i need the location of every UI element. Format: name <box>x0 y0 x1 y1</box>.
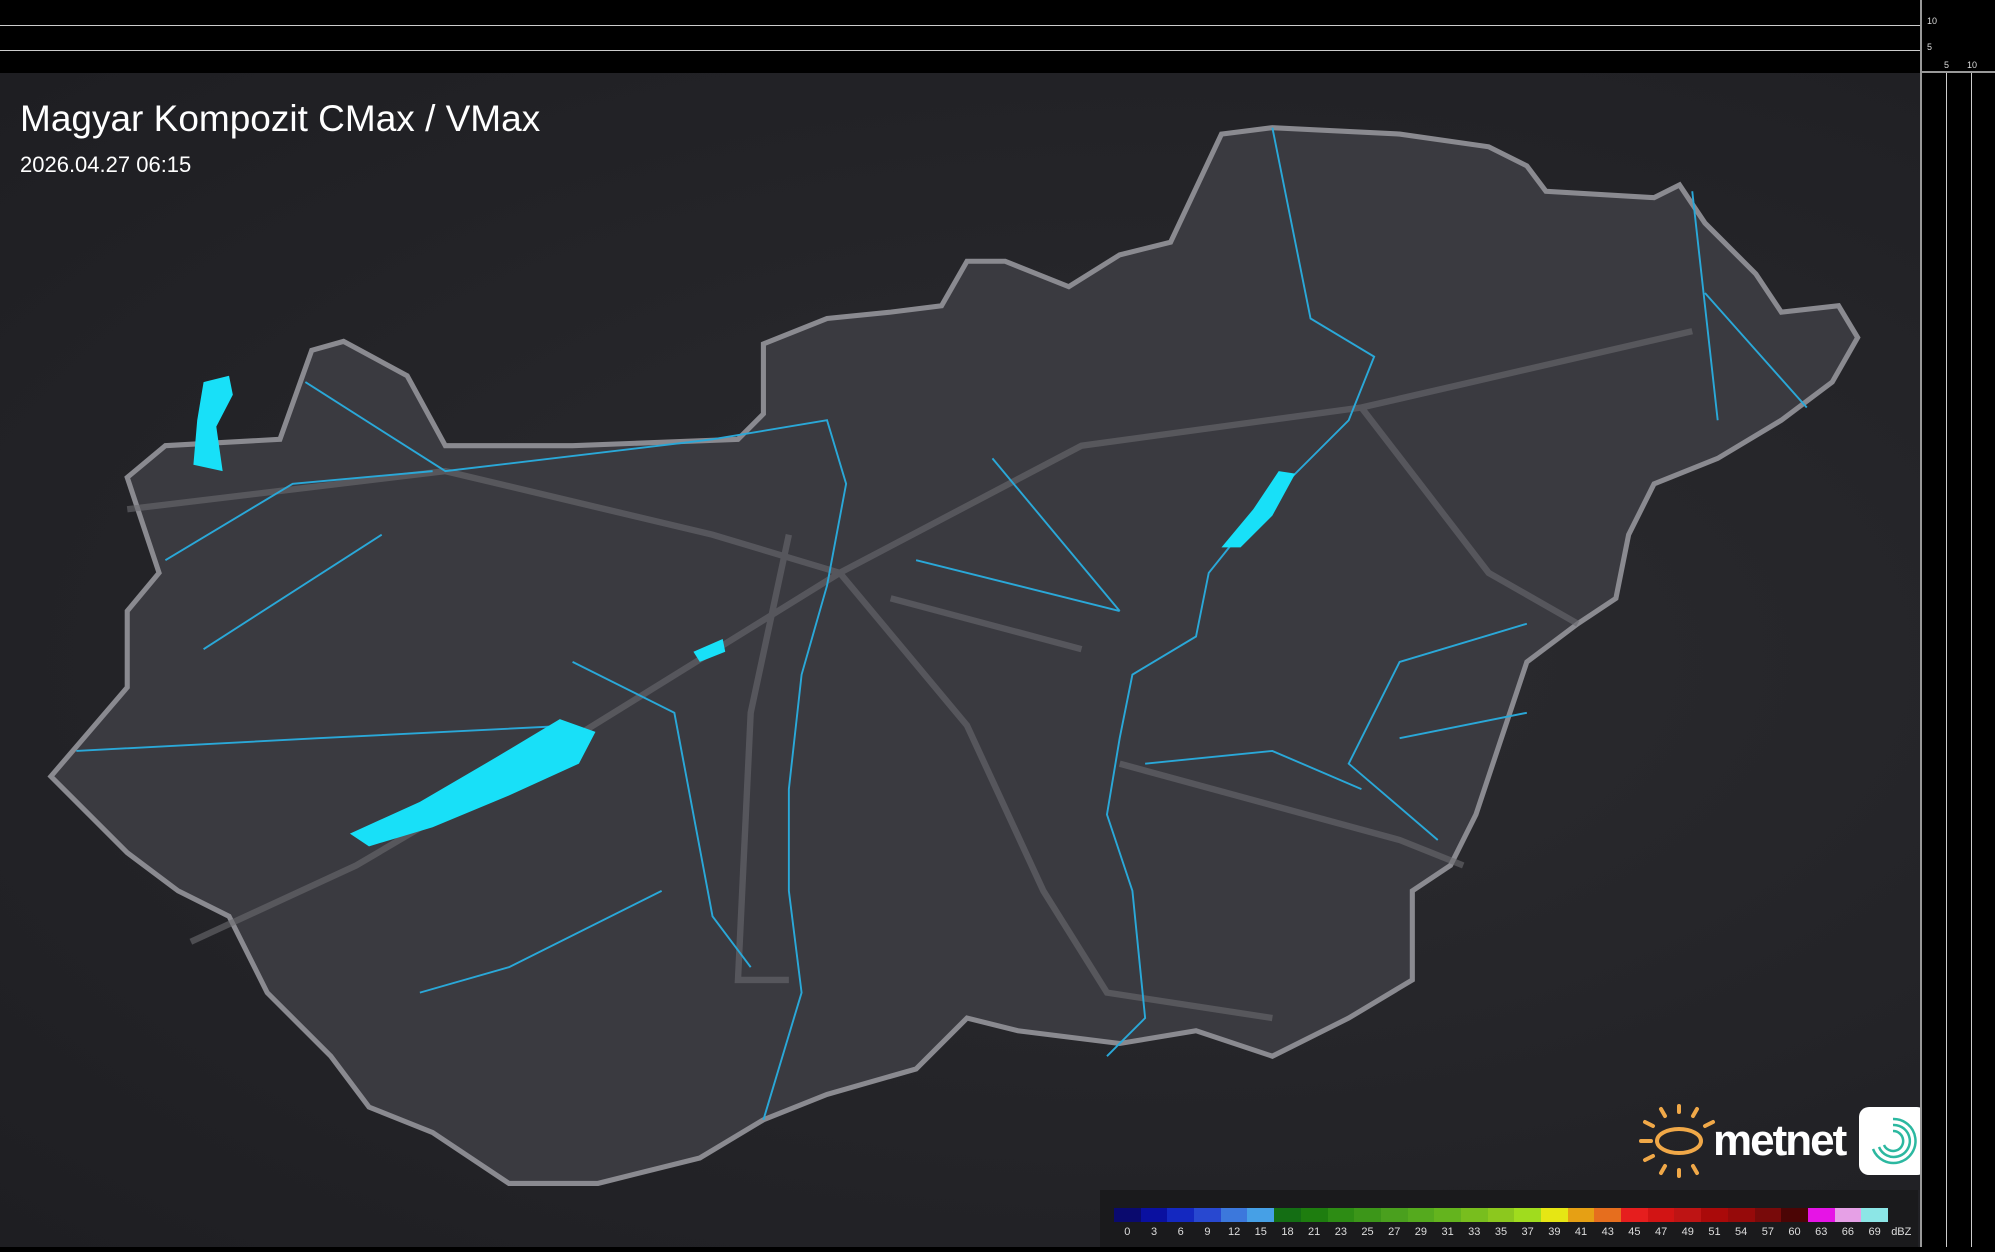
legend-label: 35 <box>1494 1226 1508 1238</box>
legend-swatch <box>1727 1208 1755 1222</box>
app-icon[interactable] <box>1859 1107 1928 1175</box>
scale-vline-10 <box>1971 73 1972 1247</box>
scale-line-5 <box>0 50 1920 51</box>
legend-swatch <box>1701 1208 1728 1222</box>
hungary-map-svg <box>47 125 1861 1186</box>
spiral-icon <box>1872 1117 1917 1165</box>
legend-swatch <box>1434 1208 1461 1222</box>
legend-swatch <box>1247 1208 1275 1222</box>
legend-label: 15 <box>1254 1226 1267 1238</box>
lake-tisza <box>1221 471 1296 548</box>
tick-h-10: 10 <box>1967 60 1978 70</box>
legend-swatch <box>1594 1208 1622 1222</box>
legend-swatch <box>1754 1208 1782 1222</box>
metnet-logo[interactable]: metnet <box>1637 1103 1928 1179</box>
legend-swatch <box>1167 1208 1195 1222</box>
tick-v-5: 5 <box>1927 42 1933 52</box>
legend-swatch <box>1487 1208 1515 1222</box>
lake-ferto <box>193 375 233 472</box>
legend-label: 21 <box>1308 1226 1321 1238</box>
tick-v-10: 10 <box>1927 16 1938 26</box>
legend-label: 43 <box>1601 1226 1614 1238</box>
legend-swatch <box>1380 1208 1408 1222</box>
legend-label: 31 <box>1441 1226 1454 1238</box>
tick-h-5: 5 <box>1944 60 1950 70</box>
legend-label: 47 <box>1654 1226 1668 1238</box>
legend-swatch <box>1807 1208 1835 1222</box>
legend-swatch <box>1567 1208 1595 1222</box>
legend-label: 39 <box>1548 1226 1561 1238</box>
legend-swatch <box>1220 1208 1248 1222</box>
legend-swatch <box>1781 1208 1808 1222</box>
legend-swatch <box>1514 1208 1541 1222</box>
scale-vline-5 <box>1946 73 1947 1247</box>
legend-label: 51 <box>1708 1226 1721 1238</box>
map-timestamp: 2026.04.27 06:15 <box>20 152 192 177</box>
legend-label: 0 <box>1124 1226 1131 1238</box>
dbz-legend: 0 3 6 9 12 15 18 21 23 25 27 29 31 33 35 37 39 41 43 45 47 49… <box>1100 1190 1918 1247</box>
map-title: Magyar Kompozit CMax / VMax <box>20 98 541 139</box>
legend-label: 25 <box>1361 1226 1374 1238</box>
legend-swatch <box>1674 1208 1702 1222</box>
legend-label: 9 <box>1204 1226 1211 1238</box>
legend-label: 63 <box>1815 1226 1828 1238</box>
legend-swatch <box>1274 1208 1301 1222</box>
legend-label: 66 <box>1841 1226 1855 1238</box>
legend-label: 49 <box>1681 1226 1694 1238</box>
legend-label: 3 <box>1150 1226 1158 1238</box>
right-scale-bar: 10 5 5 10 <box>1920 0 1995 1247</box>
legend-label: 12 <box>1227 1226 1241 1238</box>
legend-label: 29 <box>1414 1226 1428 1238</box>
legend-swatch <box>1140 1208 1168 1222</box>
legend-label: 41 <box>1574 1226 1588 1238</box>
lake-velence <box>693 639 726 662</box>
legend-swatch <box>1861 1208 1888 1222</box>
legend-labels: 0 3 6 9 12 15 18 21 23 25 27 29 31 33 35 37 39 41 43 45 47 49… <box>1114 1226 1915 1239</box>
scale-line-10 <box>0 25 1920 26</box>
legend-swatch <box>1327 1208 1355 1222</box>
legend-unit: dBZ <box>1891 1226 1912 1238</box>
legend-swatches <box>1114 1208 1888 1222</box>
legend-swatch <box>1647 1208 1675 1222</box>
lake-balaton <box>349 719 596 847</box>
legend-label: 54 <box>1735 1226 1748 1238</box>
hungary-outline <box>47 125 1861 1186</box>
legend-swatch <box>1300 1208 1328 1222</box>
scale-divider <box>1922 71 1995 73</box>
top-scale-bar <box>0 0 1920 73</box>
legend-swatch <box>1834 1208 1862 1222</box>
legend-label: 18 <box>1281 1226 1294 1238</box>
legend-swatch <box>1621 1208 1648 1222</box>
legend-swatch <box>1541 1208 1568 1222</box>
lakes <box>193 375 1296 847</box>
legend-label: 23 <box>1334 1226 1347 1238</box>
legend-label: 27 <box>1388 1226 1401 1238</box>
legend-label: 33 <box>1468 1226 1481 1238</box>
logo-text: metnet <box>1713 1116 1847 1165</box>
legend-label: 45 <box>1628 1226 1641 1238</box>
legend-label: 57 <box>1761 1226 1774 1238</box>
sun-icon <box>1639 1104 1715 1178</box>
legend-swatch <box>1114 1208 1141 1222</box>
legend-label: 60 <box>1788 1226 1801 1238</box>
legend-swatch <box>1194 1208 1221 1222</box>
rivers <box>76 127 1808 1121</box>
legend-swatch <box>1407 1208 1435 1222</box>
legend-label: 69 <box>1868 1226 1881 1238</box>
legend-swatch <box>1354 1208 1381 1222</box>
legend-swatch <box>1460 1208 1488 1222</box>
legend-label: 37 <box>1521 1226 1534 1238</box>
legend-label: 6 <box>1177 1226 1184 1238</box>
radar-map[interactable]: Magyar Kompozit CMax / VMax 2026.04.27 0… <box>0 73 1928 1247</box>
